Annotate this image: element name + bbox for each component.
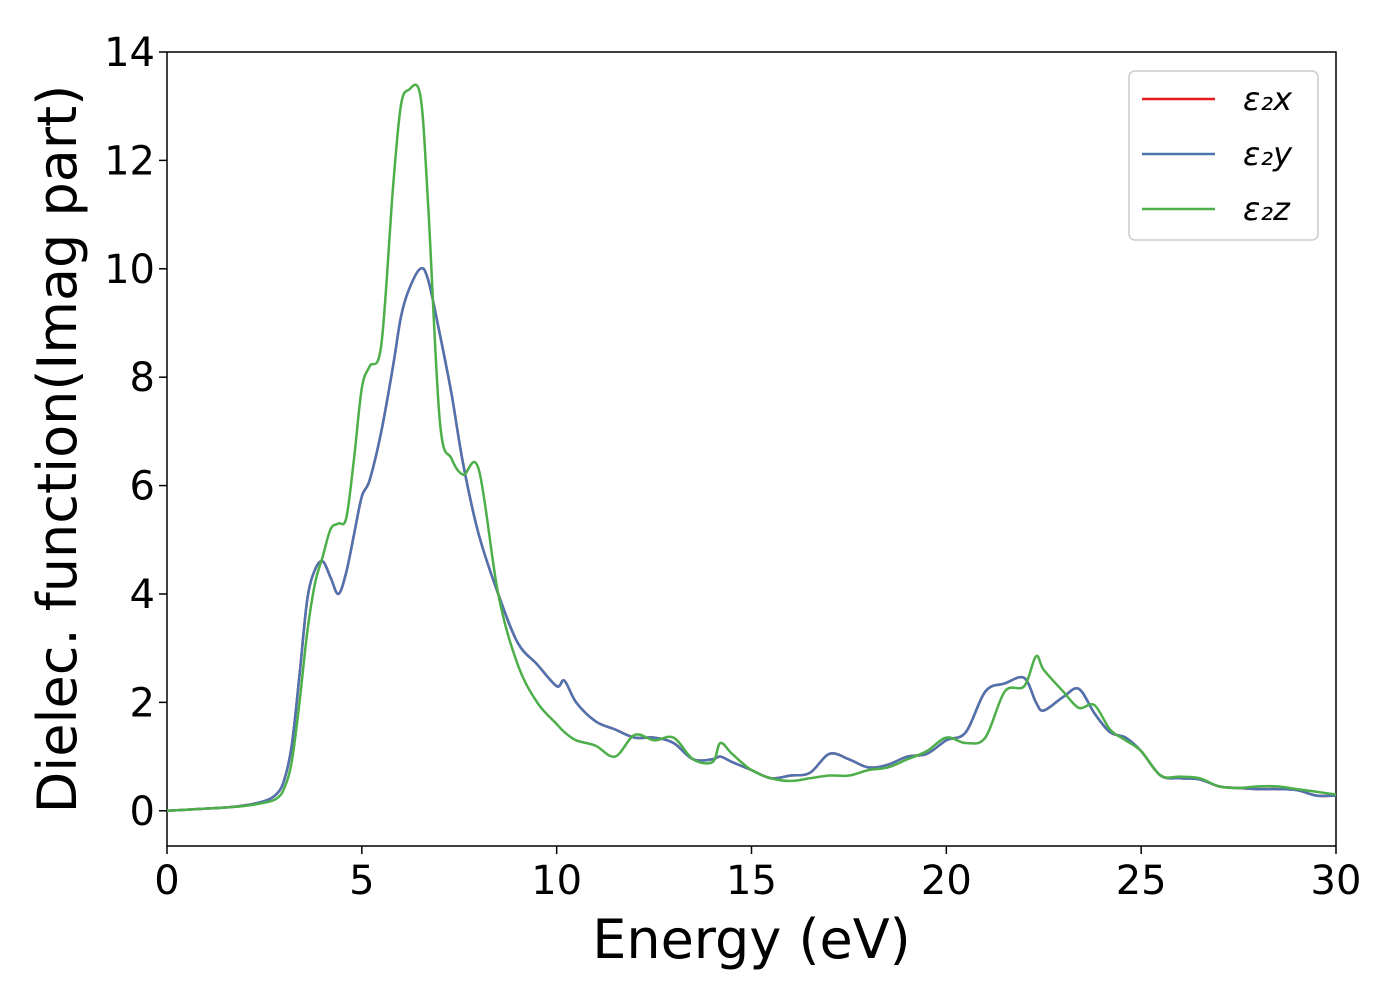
series-layer	[166, 83, 1337, 813]
y-axis: 0 2 4 6 8 10 12 14	[104, 30, 167, 835]
y-tick-label: 8	[130, 355, 155, 401]
y-axis-label: Dielec. function(Imag part)	[26, 85, 89, 814]
x-tick-label: 25	[1116, 858, 1167, 904]
series-line-2	[166, 266, 1337, 813]
legend-label: ε₂y	[1243, 135, 1293, 173]
y-tick-label: 0	[130, 789, 155, 835]
x-axis: 0 5 10 15 20 25 30	[154, 846, 1361, 904]
legend-box	[1128, 70, 1319, 241]
x-tick-label: 0	[154, 858, 179, 904]
x-tick-label: 5	[349, 858, 374, 904]
x-tick-label: 10	[531, 858, 582, 904]
y-tick-label: 4	[130, 572, 155, 618]
series-line-1	[166, 266, 1337, 813]
y-tick-label: 2	[130, 680, 155, 726]
x-tick-label: 15	[726, 858, 777, 904]
legend-label: ε₂z	[1243, 190, 1291, 228]
y-tick-label: 12	[104, 138, 155, 184]
legend: ε₂x ε₂y ε₂z	[1128, 70, 1319, 241]
x-tick-label: 30	[1311, 858, 1362, 904]
x-tick-label: 20	[921, 858, 972, 904]
legend-label: ε₂x	[1243, 80, 1293, 118]
y-tick-label: 6	[130, 464, 155, 510]
y-tick-label: 10	[104, 247, 155, 293]
y-tick-label: 14	[104, 30, 155, 76]
x-axis-label: Energy (eV)	[592, 908, 911, 971]
series-line-3	[166, 83, 1337, 813]
